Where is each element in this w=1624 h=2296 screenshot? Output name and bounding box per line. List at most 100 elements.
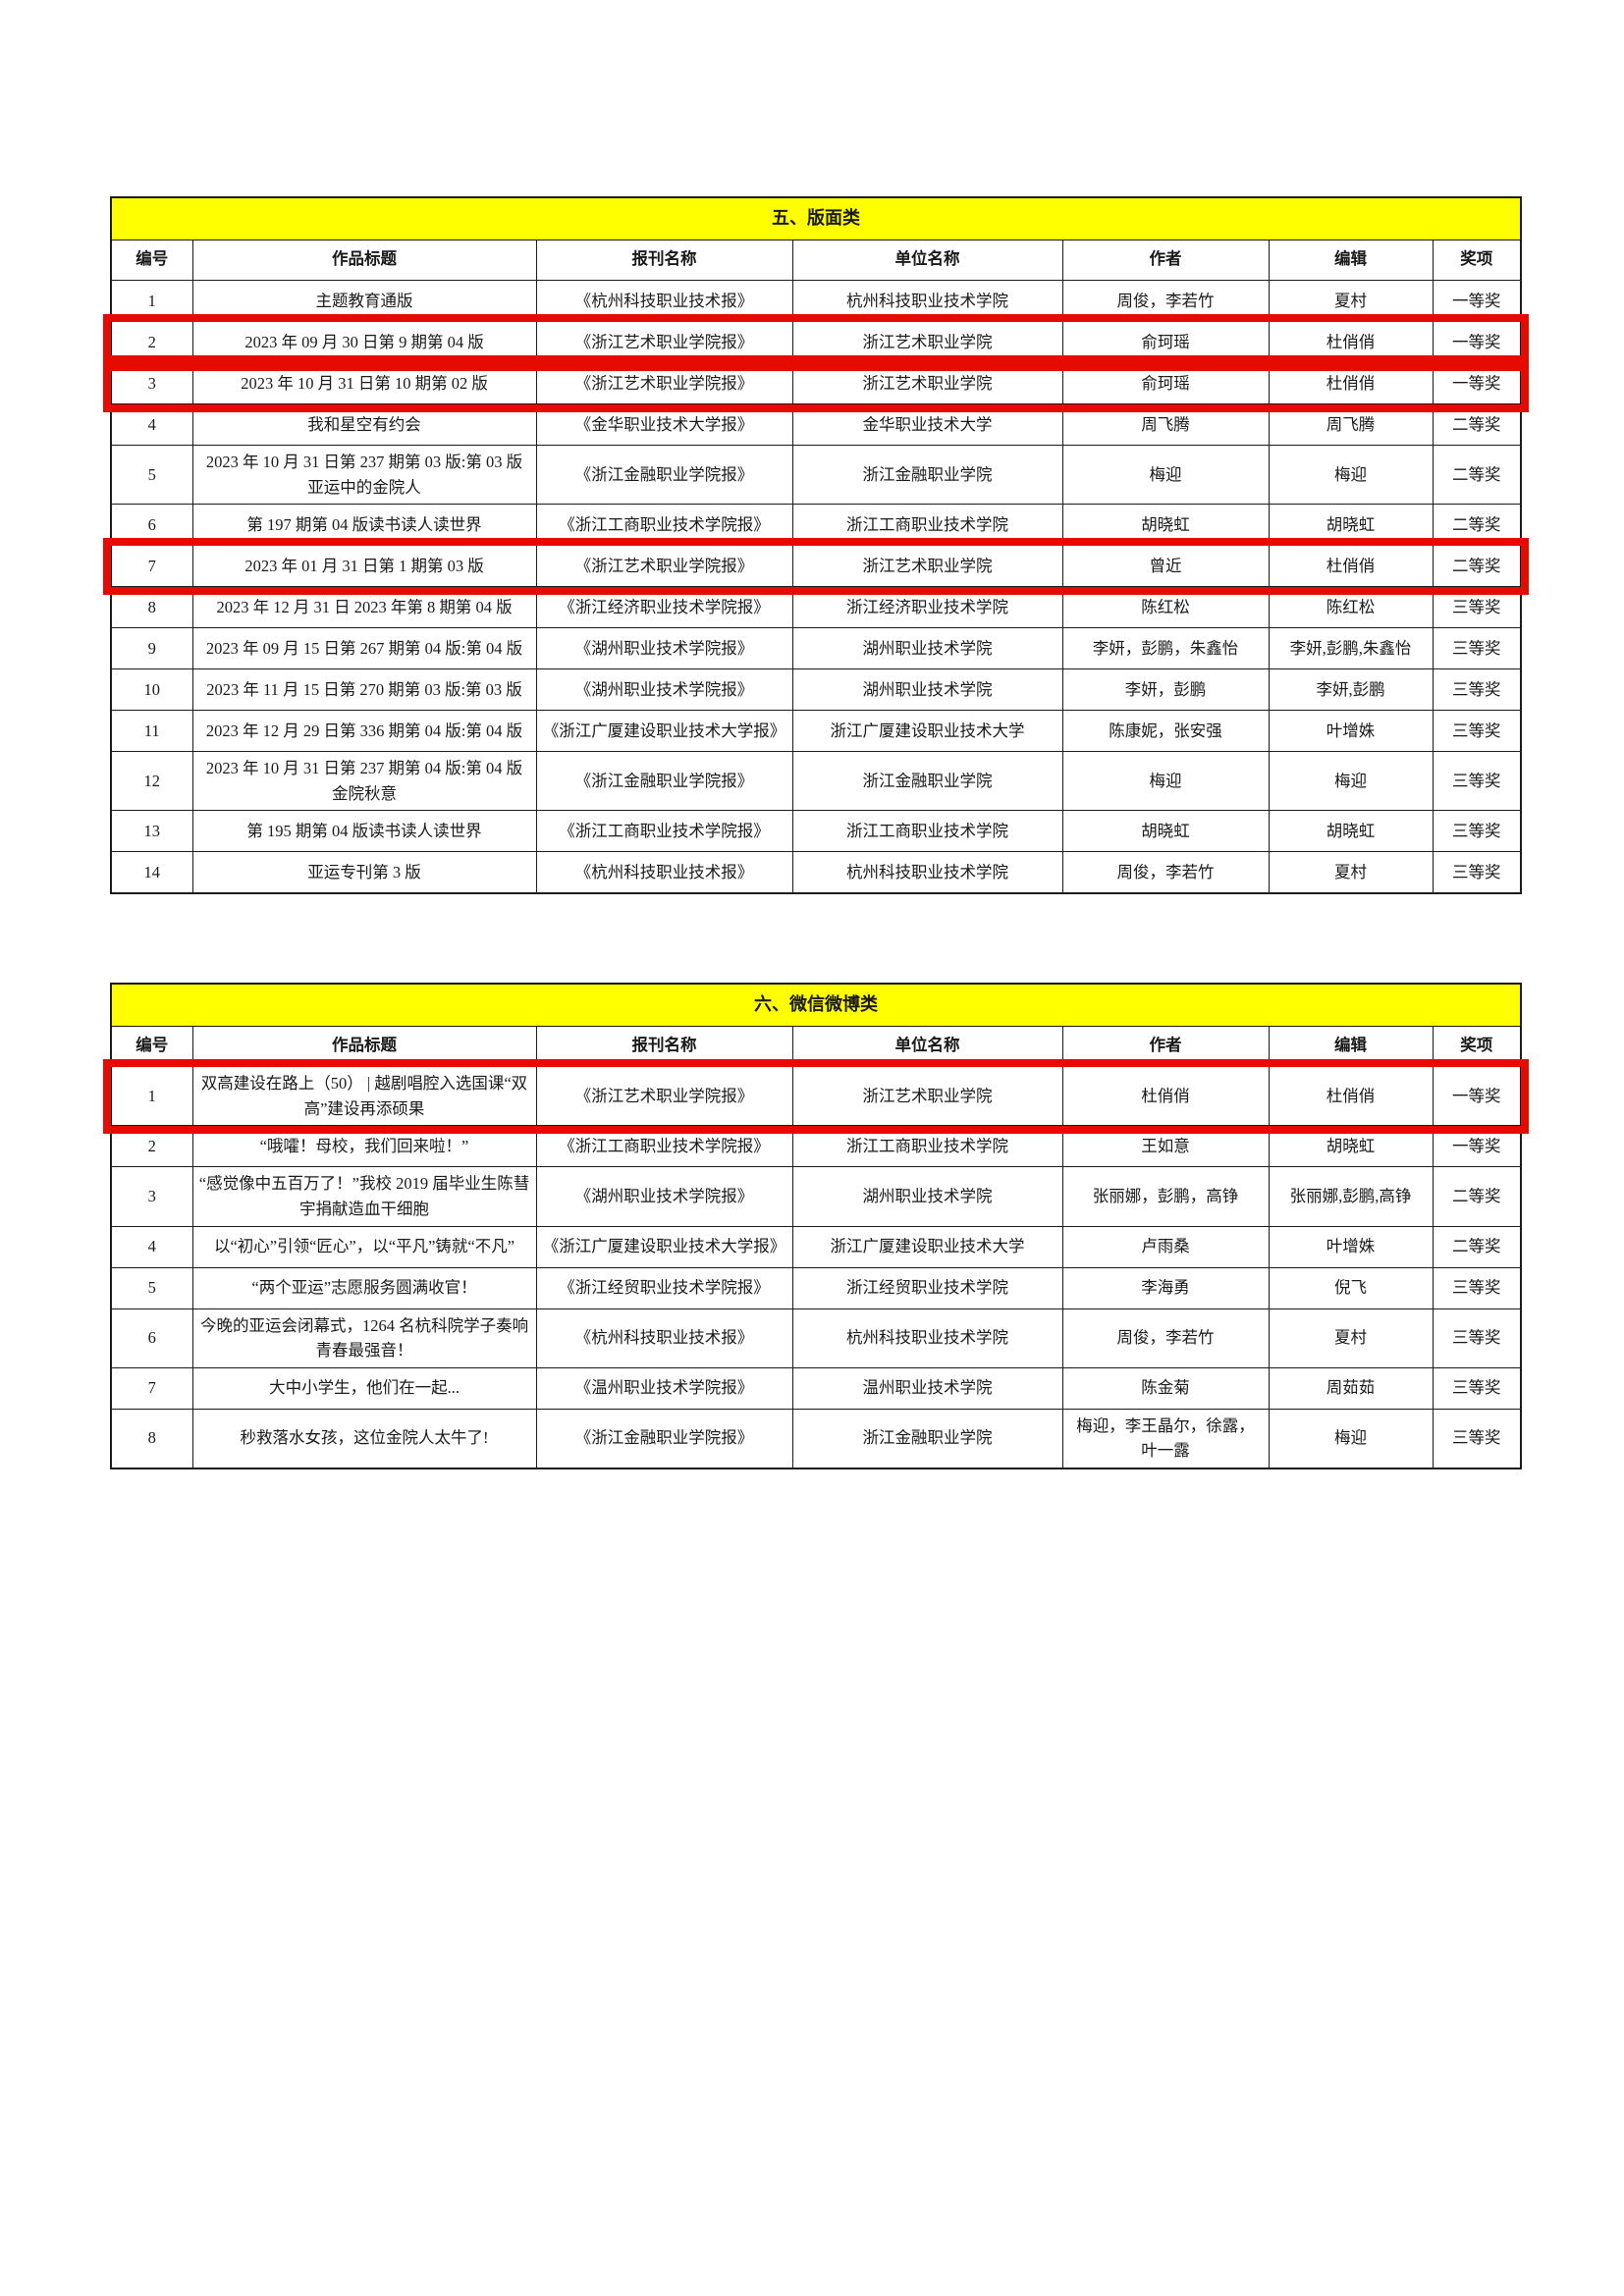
awards-table-layout-category: 五、版面类 编号 作品标题 报刊名称 单位名称 作者 编辑 奖项 1 主题教育通版 《杭州科技职… bbox=[102, 196, 1530, 895]
cell-paper: 《浙江金融职业学院报》 bbox=[535, 444, 793, 506]
cell-org: 杭州科技职业技术学院 bbox=[791, 851, 1063, 894]
cell-org: 浙江工商职业技术学院 bbox=[791, 810, 1063, 853]
cell-paper: 《杭州科技职业技术报》 bbox=[535, 280, 793, 322]
awards-table-wechat-weibo-category: 六、微信微博类 编号 作品标题 报刊名称 单位名称 作者 编辑 奖项 1 双高建设在路上（50… bbox=[103, 983, 1529, 1469]
cell-title: “感觉像中五百万了！”我校 2019 届毕业生陈彗宇捐献造血干细胞 bbox=[191, 1166, 537, 1227]
cell-org: 浙江广厦建设职业技术大学 bbox=[791, 710, 1063, 753]
cell-num: 10 bbox=[110, 668, 193, 712]
column-header-paper: 报刊名称 bbox=[535, 240, 793, 281]
cell-num: 11 bbox=[110, 710, 193, 753]
cell-title: 主题教育通版 bbox=[191, 280, 537, 322]
cell-award: 三等奖 bbox=[1432, 1308, 1522, 1368]
cell-title: 双高建设在路上（50） | 越剧唱腔入选国课“双高”建设再添硕果 bbox=[191, 1066, 537, 1127]
table-row: 4 以“初心”引领“匠心”，以“平凡”铸就“不凡” 《浙江广厦建设职业技术大学报》浙… bbox=[110, 1225, 1522, 1268]
cell-award: 二等奖 bbox=[1432, 444, 1522, 506]
cell-editor: 叶增姝 bbox=[1268, 710, 1434, 753]
cell-editor: 梅迎 bbox=[1268, 1408, 1434, 1469]
cell-org: 浙江艺术职业学院 bbox=[791, 362, 1063, 404]
cell-num: 3 bbox=[110, 1166, 193, 1227]
cell-org: 浙江艺术职业学院 bbox=[791, 321, 1063, 363]
column-header-row: 编号 作品标题 报刊名称 单位名称 作者 编辑 奖项 bbox=[110, 240, 1522, 281]
column-header-num: 编号 bbox=[110, 240, 193, 281]
cell-author: 俞珂瑶 bbox=[1061, 362, 1270, 404]
table-row: 5 2023 年 10 月 31 日第 237 期第 03 版:第 03 版 亚运… bbox=[110, 444, 1522, 506]
awards-document: 五、版面类 编号 作品标题 报刊名称 单位名称 作者 编辑 奖项 1 主题教育通版 《杭州科技职… bbox=[102, 196, 1530, 1469]
cell-award: 二等奖 bbox=[1432, 403, 1522, 446]
cell-org: 温州职业技术学院 bbox=[791, 1366, 1063, 1410]
cell-num: 8 bbox=[110, 1408, 193, 1469]
cell-award: 二等奖 bbox=[1432, 504, 1522, 547]
table-row: 5 “两个亚运”志愿服务圆满收官！ 《浙江经贸职业技术学院报》 浙江经贸职业技术学院李… bbox=[110, 1266, 1522, 1309]
cell-award: 三等奖 bbox=[1432, 586, 1522, 629]
cell-paper: 《浙江经济职业技术学院报》 bbox=[535, 586, 793, 629]
highlighted-row: 2 2023 年 09 月 30 日第 9 期第 04 版《浙江艺术职业学院报》浙… bbox=[102, 313, 1530, 371]
cell-org: 浙江广厦建设职业技术大学 bbox=[791, 1225, 1063, 1268]
cell-award: 三等奖 bbox=[1432, 1408, 1522, 1469]
cell-paper: 《浙江艺术职业学院报》 bbox=[535, 545, 793, 588]
column-header-award: 奖项 bbox=[1432, 240, 1522, 281]
cell-title: 第 195 期第 04 版读书读人读世界 bbox=[191, 810, 537, 853]
cell-author: 李妍，彭鹏 bbox=[1061, 668, 1270, 712]
cell-award: 一等奖 bbox=[1432, 321, 1522, 363]
cell-org: 浙江艺术职业学院 bbox=[791, 545, 1063, 588]
cell-editor: 杜俏俏 bbox=[1268, 545, 1434, 588]
cell-org: 浙江金融职业学院 bbox=[791, 444, 1063, 506]
cell-org: 浙江工商职业技术学院 bbox=[791, 1125, 1063, 1168]
cell-author: 周俊，李若竹 bbox=[1061, 1308, 1270, 1368]
cell-title: 我和星空有约会 bbox=[191, 403, 537, 446]
column-header-row: 编号 作品标题 报刊名称 单位名称 作者 编辑 奖项 bbox=[110, 1026, 1522, 1068]
cell-author: 陈红松 bbox=[1061, 586, 1270, 629]
table-row: 1 主题教育通版 《杭州科技职业技术报》 杭州科技职业技术学院 周俊，李若竹 夏村 一等奖 bbox=[110, 280, 1522, 322]
cell-title: 第 197 期第 04 版读书读人读世界 bbox=[191, 504, 537, 547]
cell-author: 周俊，李若竹 bbox=[1061, 280, 1270, 322]
table-row: 8 秒救落水女孩，这位金院人太牛了! 《浙江金融职业学院报》 浙江金融职业学院 梅迎，李… bbox=[110, 1408, 1522, 1469]
column-header-author: 作者 bbox=[1061, 1026, 1270, 1068]
cell-award: 二等奖 bbox=[1432, 1225, 1522, 1268]
cell-editor: 李妍,彭鹏 bbox=[1268, 668, 1434, 712]
cell-paper: 《杭州科技职业技术报》 bbox=[535, 851, 793, 894]
cell-award: 三等奖 bbox=[1432, 710, 1522, 753]
cell-num: 8 bbox=[110, 586, 193, 629]
table-row: 6 今晚的亚运会闭幕式，1264 名杭科院学子奏响青春最强音！ 《杭州科技职业技术报… bbox=[110, 1308, 1522, 1368]
cell-paper: 《浙江工商职业技术学院报》 bbox=[535, 504, 793, 547]
cell-num: 14 bbox=[110, 851, 193, 894]
highlighted-row: 3 2023 年 10 月 31 日第 10 期第 02 版《浙江艺术职业学院报》… bbox=[102, 354, 1530, 412]
table-gap bbox=[110, 894, 1520, 983]
cell-editor: 夏村 bbox=[1268, 1308, 1434, 1368]
cell-author: 梅迎 bbox=[1061, 751, 1270, 812]
cell-author: 李海勇 bbox=[1061, 1266, 1270, 1309]
cell-org: 湖州职业技术学院 bbox=[791, 1166, 1063, 1227]
cell-award: 三等奖 bbox=[1432, 751, 1522, 812]
cell-org: 浙江经济职业技术学院 bbox=[791, 586, 1063, 629]
cell-editor: 叶增姝 bbox=[1268, 1225, 1434, 1268]
cell-editor: 杜俏俏 bbox=[1268, 1066, 1434, 1127]
cell-author: 梅迎 bbox=[1061, 444, 1270, 506]
table-row: 8 2023 年 12 月 31 日 2023 年第 8 期第 04 版《浙江经济… bbox=[110, 586, 1522, 629]
cell-editor: 周茹茹 bbox=[1268, 1366, 1434, 1410]
cell-paper: 《浙江广厦建设职业技术大学报》 bbox=[535, 710, 793, 753]
cell-num: 3 bbox=[110, 362, 193, 404]
cell-author: 胡晓虹 bbox=[1061, 810, 1270, 853]
cell-award: 二等奖 bbox=[1432, 1166, 1522, 1227]
cell-num: 4 bbox=[110, 403, 193, 446]
cell-num: 2 bbox=[110, 1125, 193, 1168]
cell-title: 2023 年 10 月 31 日第 10 期第 02 版 bbox=[191, 362, 537, 404]
cell-author: 王如意 bbox=[1061, 1125, 1270, 1168]
table-row: 14 亚运专刊第 3 版《杭州科技职业技术报》 杭州科技职业技术学院 周俊，李若竹 夏村… bbox=[110, 851, 1522, 894]
cell-num: 6 bbox=[110, 1308, 193, 1368]
cell-title: 2023 年 12 月 29 日第 336 期第 04 版:第 04 版 bbox=[191, 710, 537, 753]
cell-editor: 陈红松 bbox=[1268, 586, 1434, 629]
cell-editor: 杜俏俏 bbox=[1268, 321, 1434, 363]
cell-title: 2023 年 10 月 31 日第 237 期第 03 版:第 03 版 亚运中… bbox=[191, 444, 539, 506]
cell-paper: 《浙江工商职业技术学院报》 bbox=[535, 810, 793, 853]
cell-editor: 倪飞 bbox=[1268, 1266, 1434, 1309]
section-title: 五、版面类 bbox=[110, 196, 1522, 240]
cell-title: “两个亚运”志愿服务圆满收官！ bbox=[191, 1266, 537, 1309]
cell-title: 2023 年 10 月 31 日第 237 期第 04 版:第 04 版 金院秋… bbox=[191, 751, 539, 812]
table-row: 4 我和星空有约会 《金华职业技术大学报》 金华职业技术大学 周飞腾 周飞腾 二等奖 bbox=[110, 403, 1522, 446]
cell-org: 浙江金融职业学院 bbox=[791, 1408, 1063, 1469]
column-header-title: 作品标题 bbox=[191, 240, 537, 281]
cell-award: 三等奖 bbox=[1432, 668, 1522, 712]
